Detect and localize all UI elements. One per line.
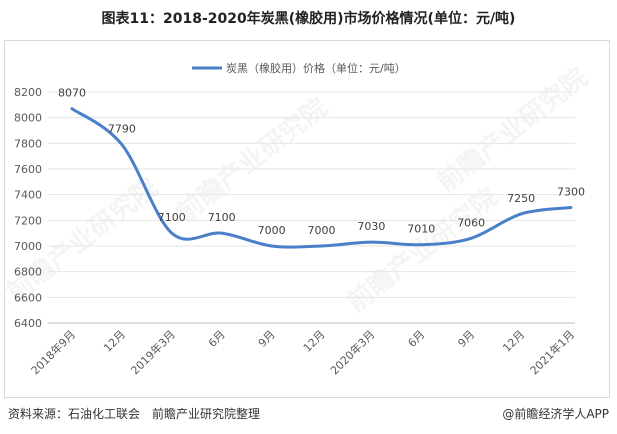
series-line [70, 107, 573, 249]
data-label: 7100 [208, 211, 236, 224]
data-label: 7010 [407, 223, 435, 236]
x-tick-label: 6月 [406, 328, 428, 350]
data-label: 8070 [58, 87, 86, 100]
x-tick-label: 2018年9月 [28, 327, 78, 377]
x-tick-label: 9月 [455, 328, 477, 350]
x-tick-label: 2019年3月 [128, 327, 178, 377]
data-label: 7300 [557, 186, 585, 199]
data-label: 7250 [507, 192, 535, 205]
data-label: 7100 [158, 211, 186, 224]
source-note: 资料来源：石油化工联会 前瞻产业研究院整理 [8, 407, 261, 421]
y-tick-label: 6600 [14, 291, 42, 304]
figure-title: 图表11：2018-2020年炭黑(橡胶用)市场价格情况(单位：元/吨) [101, 11, 516, 27]
y-tick-label: 6800 [14, 266, 42, 279]
x-tick-label: 6月 [206, 328, 228, 350]
y-tick-label: 7200 [14, 214, 42, 227]
chart-frame [4, 40, 610, 398]
data-label: 7000 [258, 224, 286, 237]
y-tick-label: 7800 [14, 137, 42, 150]
grid-layer [48, 91, 575, 324]
y-tick-label: 7400 [14, 189, 42, 202]
y-tick-label: 8000 [14, 112, 42, 125]
x-tick-label: 9月 [256, 328, 278, 350]
x-tick-label: 12月 [500, 328, 527, 355]
x-tick-label: 12月 [301, 328, 328, 355]
brand-credit: @前瞻经济学人APP [502, 407, 609, 421]
legend: 炭黑（橡胶用）价格（单位：元/吨） [192, 61, 406, 75]
data-label: 7030 [357, 220, 385, 233]
y-tick-label: 7000 [14, 240, 42, 253]
legend-label: 炭黑（橡胶用）价格（单位：元/吨） [226, 61, 406, 75]
data-label: 7000 [308, 224, 336, 237]
y-tick-label: 8200 [14, 86, 42, 99]
y-tick-label: 6400 [14, 317, 42, 330]
axis-layer: 6400 6600 6800 7000 7200 7400 7600 7800 8000 8200… [14, 86, 577, 377]
x-tick-label: 2021年1月 [527, 327, 577, 377]
data-label: 7060 [457, 216, 485, 229]
data-label: 7790 [108, 123, 136, 136]
x-tick-label: 2020年3月 [327, 327, 377, 377]
x-tick-label: 12月 [101, 328, 128, 355]
data-label-layer: 8070 7790 7100 7100 7000 7000 7030 7010 7060 7250… [58, 87, 585, 237]
y-tick-label: 7600 [14, 163, 42, 176]
